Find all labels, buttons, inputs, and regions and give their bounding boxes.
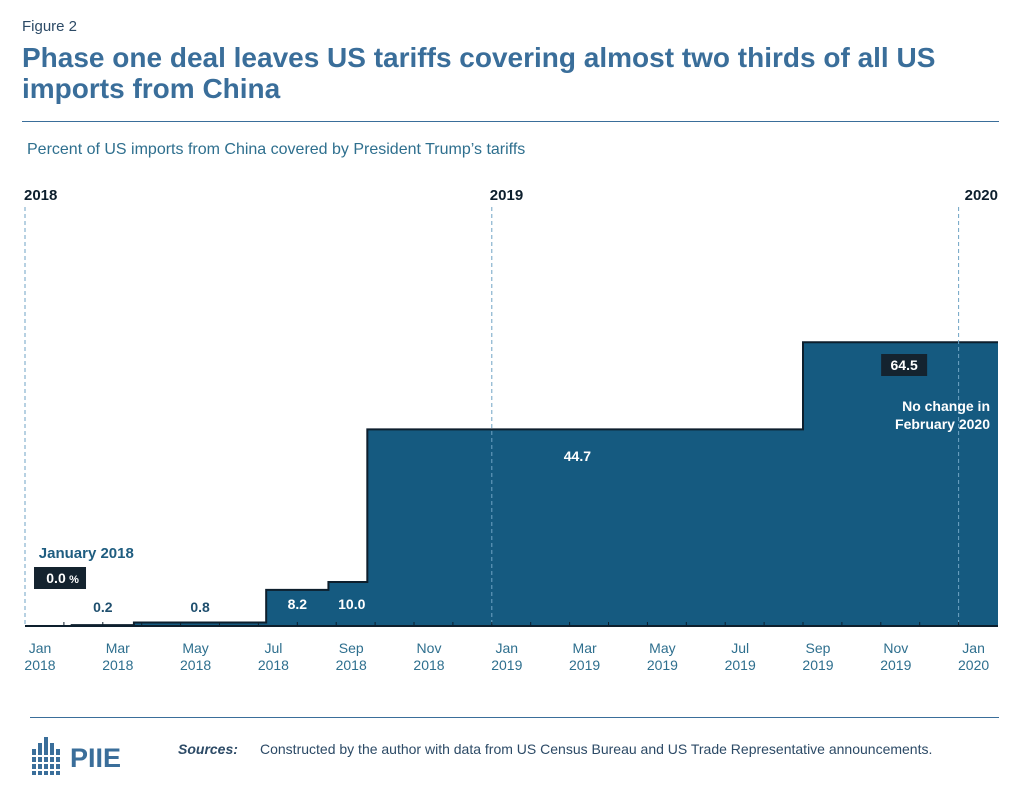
x-tick-label: Nov [883, 640, 908, 656]
piie-logo: PIIE [32, 735, 142, 782]
x-tick-label: 2019 [802, 657, 833, 673]
annotation-no-change: No change in [902, 398, 990, 414]
x-tick-label: 2019 [880, 657, 911, 673]
x-tick-label: 2019 [569, 657, 600, 673]
sources-text: Constructed by the author with data from… [260, 741, 933, 757]
data-label-suffix: % [69, 574, 79, 586]
sources-label: Sources: [178, 741, 238, 757]
x-tick-label: May [649, 640, 675, 656]
logo-wordmark: PIIE [70, 743, 121, 773]
chart-title: Percent of US imports from China covered… [27, 141, 526, 158]
year-marker-label: 2020 [965, 187, 998, 204]
x-tick-label: 2018 [180, 657, 211, 673]
x-tick-label: Nov [417, 640, 442, 656]
annotation-january-2018: January 2018 [39, 545, 134, 562]
page-title: Phase one deal leaves US tariffs coverin… [22, 42, 936, 104]
annotation-february-2020: February 2020 [895, 416, 990, 432]
x-tick-label: 2018 [258, 657, 289, 673]
x-tick-label: Mar [573, 640, 597, 656]
figure-label: Figure 2 [22, 18, 78, 35]
x-tick-label: Jan [496, 640, 519, 656]
title-divider [22, 121, 999, 122]
data-label: 0.8 [190, 599, 210, 615]
x-tick-label: 2020 [958, 657, 989, 673]
data-label: 8.2 [288, 596, 308, 612]
x-tick-label: Jul [264, 640, 282, 656]
x-tick-label: May [182, 640, 208, 656]
x-tick-label: Sep [339, 640, 364, 656]
data-label: 0.0 [46, 570, 66, 586]
year-marker-label: 2019 [490, 187, 523, 204]
x-tick-label: Jul [731, 640, 749, 656]
x-tick-label: 2018 [336, 657, 367, 673]
data-label: 0.2 [93, 599, 113, 615]
x-tick-label: Jan [29, 640, 52, 656]
data-label: 10.0 [338, 596, 365, 612]
x-tick-label: 2019 [647, 657, 678, 673]
x-tick-label: Sep [806, 640, 831, 656]
x-tick-label: 2018 [413, 657, 444, 673]
piie-building-icon [32, 737, 60, 775]
x-tick-label: 2019 [725, 657, 756, 673]
data-label: 44.7 [564, 448, 591, 464]
footer-divider [30, 717, 999, 718]
tariff-coverage-area [25, 342, 998, 626]
data-label: 64.5 [891, 357, 918, 373]
x-tick-label: Jan [962, 640, 985, 656]
x-tick-label: 2019 [491, 657, 522, 673]
data-label-box [34, 567, 87, 589]
year-marker-label: 2018 [24, 187, 57, 204]
x-tick-label: 2018 [24, 657, 55, 673]
x-tick-label: Mar [106, 640, 130, 656]
x-tick-label: 2018 [102, 657, 133, 673]
data-label-box [881, 354, 928, 376]
